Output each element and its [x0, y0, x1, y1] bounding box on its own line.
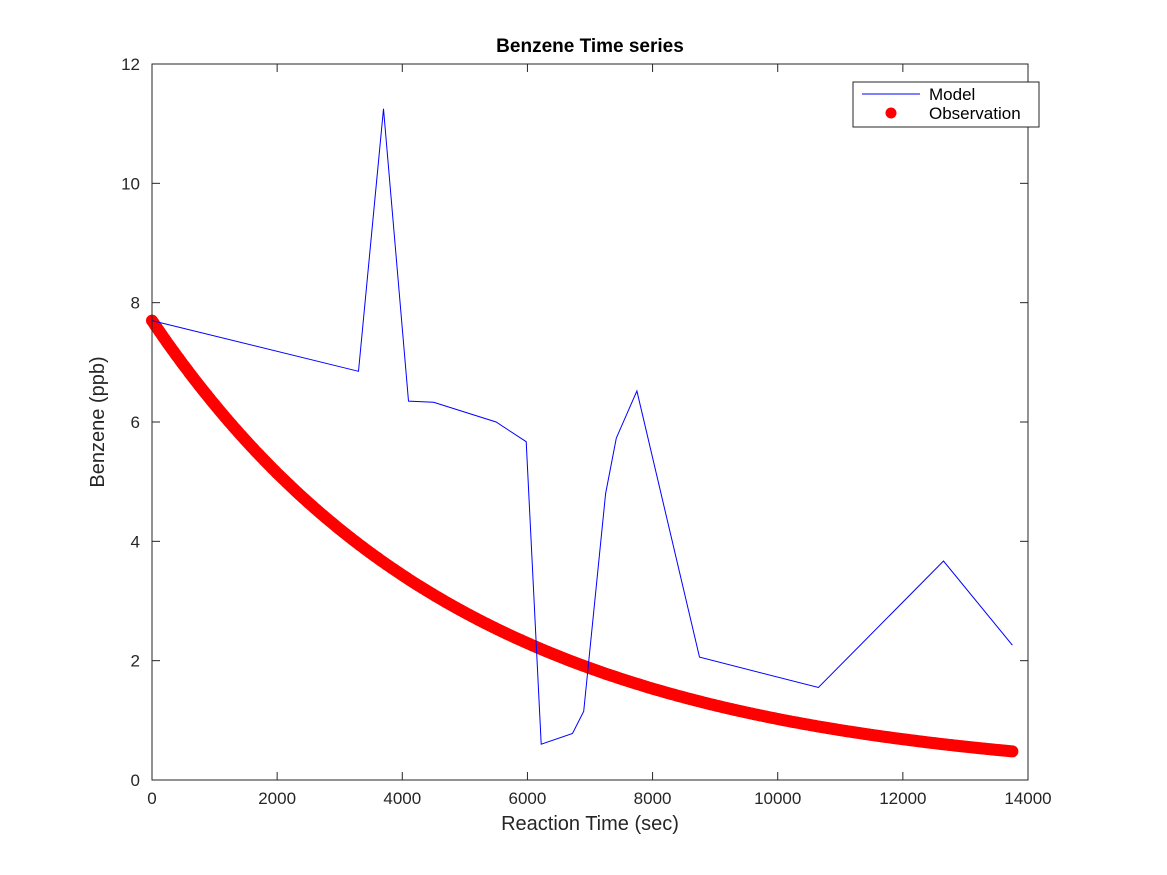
x-axis-label: Reaction Time (sec): [501, 813, 679, 835]
y-axis: 0 2 4 6 8 10 12: [121, 55, 1028, 790]
x-tick-label: 2000: [258, 789, 296, 808]
y-tick-label: 6: [131, 413, 140, 432]
y-tick-label: 0: [131, 771, 140, 790]
observation-series: [146, 314, 1019, 758]
plot-background: [152, 64, 1028, 780]
legend-observation-marker: [885, 107, 897, 119]
y-tick-label: 12: [121, 55, 140, 74]
x-tick-label: 0: [147, 789, 156, 808]
legend: Model Observation: [852, 81, 1040, 128]
model-series-line: [151, 108, 1013, 745]
x-tick-label: 14000: [1004, 789, 1051, 808]
observation-point: [1006, 745, 1019, 758]
x-tick-label: 8000: [634, 789, 672, 808]
x-tick-label: 12000: [879, 789, 926, 808]
x-tick-label: 4000: [383, 789, 421, 808]
x-axis: 0 2000 4000 6000 8000 10000 12000 14000: [147, 64, 1052, 808]
x-tick-label: 10000: [754, 789, 801, 808]
y-tick-label: 2: [131, 652, 140, 671]
x-tick-label: 6000: [509, 789, 547, 808]
y-tick-label: 4: [131, 532, 140, 551]
legend-model-label: Model: [929, 85, 975, 104]
y-tick-label: 10: [121, 174, 140, 193]
legend-box: [852, 81, 1040, 128]
y-tick-label: 8: [131, 294, 140, 313]
legend-observation-label: Observation: [929, 104, 1021, 123]
chart-title: Benzene Time series: [496, 36, 684, 57]
y-axis-label: Benzene (ppb): [87, 356, 109, 487]
